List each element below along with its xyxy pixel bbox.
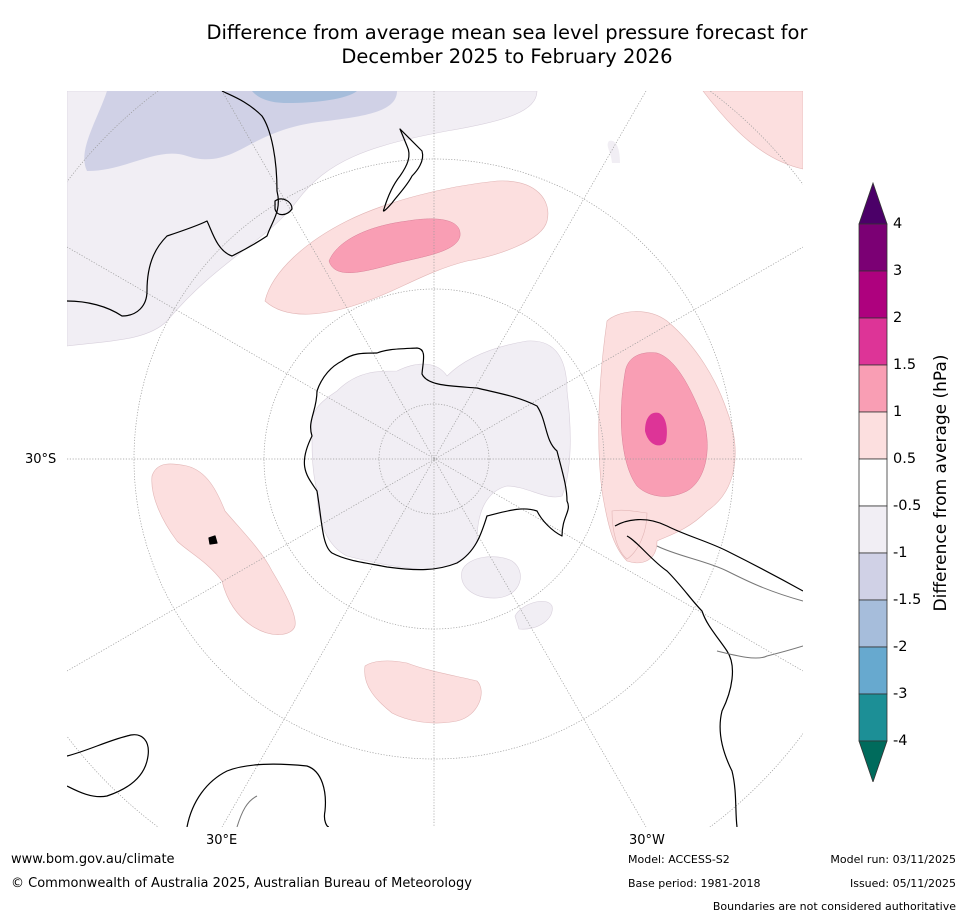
tasman-sea-high-core [328, 218, 461, 273]
colorbar-bin [858, 693, 888, 742]
indian-ocean-high [151, 463, 296, 635]
colorbar-bin [858, 411, 888, 460]
new-zealand-coast [382, 128, 424, 212]
pacific-high-corner [702, 91, 803, 170]
coastlines [67, 91, 803, 827]
model-name: Model: ACCESS-S2 [628, 853, 730, 866]
antarctica-coast [303, 347, 569, 571]
colorbar-tick-label: -1.5 [893, 592, 922, 608]
graticule [67, 91, 803, 827]
colorbar-tick-label: -4 [893, 733, 908, 749]
longitude-label-east: 30°E [206, 833, 238, 848]
colorbar-bin [858, 599, 888, 648]
boundary-disclaimer: Boundaries are not considered authoritat… [712, 900, 956, 913]
borders [236, 545, 803, 827]
south-of-africa-high [364, 660, 482, 724]
islet-low [607, 140, 620, 163]
map-panel [67, 91, 803, 827]
colorbar-tick-label: -2 [893, 639, 908, 655]
longitude-label-west: 30°W [629, 833, 665, 848]
colorbar-bin [858, 223, 888, 272]
colorbar-tick-label: 3 [893, 263, 903, 279]
australia-low-inner [84, 91, 398, 171]
colorbar-tick-label: 2 [893, 310, 903, 326]
latitude-label: 30°S [25, 452, 57, 467]
colorbar-tick-label: 4 [893, 216, 903, 232]
colorbar-bin [858, 317, 888, 366]
africa-coast [186, 763, 330, 827]
south-america-coast [614, 519, 803, 827]
southeast-pacific-high-core [645, 412, 667, 446]
map-canvas [67, 91, 803, 827]
kerguelen-island [208, 535, 218, 545]
australia-low-core [252, 91, 357, 103]
antarctic-low [310, 340, 571, 570]
base-period: Base period: 1981-2018 [628, 877, 761, 890]
colorbar-title: Difference from average (hPa) [931, 354, 951, 612]
colorbar-tick-label: 0.5 [893, 451, 917, 467]
colorbar-tick-label: -3 [893, 686, 908, 702]
colorbar-tick-label: -1 [893, 545, 908, 561]
colorbar [858, 182, 888, 782]
australia-coast [67, 91, 279, 317]
colorbar-bin [858, 364, 888, 413]
colorbar-bin [858, 646, 888, 695]
colorbar-bin [858, 505, 888, 554]
tasmania-coast [274, 198, 293, 216]
colorbar-bin [858, 458, 888, 507]
colorbar-max-extension [858, 182, 888, 225]
colorbar-tick-label: 1 [893, 404, 903, 420]
antarctic-low-small-2 [514, 601, 553, 630]
colorbar-tick-label: 1.5 [893, 357, 917, 373]
colorbar-bin [858, 552, 888, 601]
model-run-date: Model run: 03/11/2025 [830, 853, 956, 866]
chart-title: Difference from average mean sea level p… [0, 21, 965, 69]
colorbar-tick-label: -0.5 [893, 498, 922, 514]
title-line-2: December 2025 to February 2026 [341, 45, 673, 68]
copyright-notice: © Commonwealth of Australia 2025, Austra… [11, 876, 472, 891]
madagascar-coast [67, 734, 149, 798]
antarctic-low-small [461, 556, 521, 599]
title-line-1: Difference from average mean sea level p… [206, 21, 808, 44]
issued-date: Issued: 05/11/2025 [849, 877, 956, 890]
website-url[interactable]: www.bom.gov.au/climate [11, 852, 175, 867]
south-atlantic-high-small [611, 509, 648, 560]
colorbar-min-extension [858, 740, 888, 782]
colorbar-bin [858, 270, 888, 319]
